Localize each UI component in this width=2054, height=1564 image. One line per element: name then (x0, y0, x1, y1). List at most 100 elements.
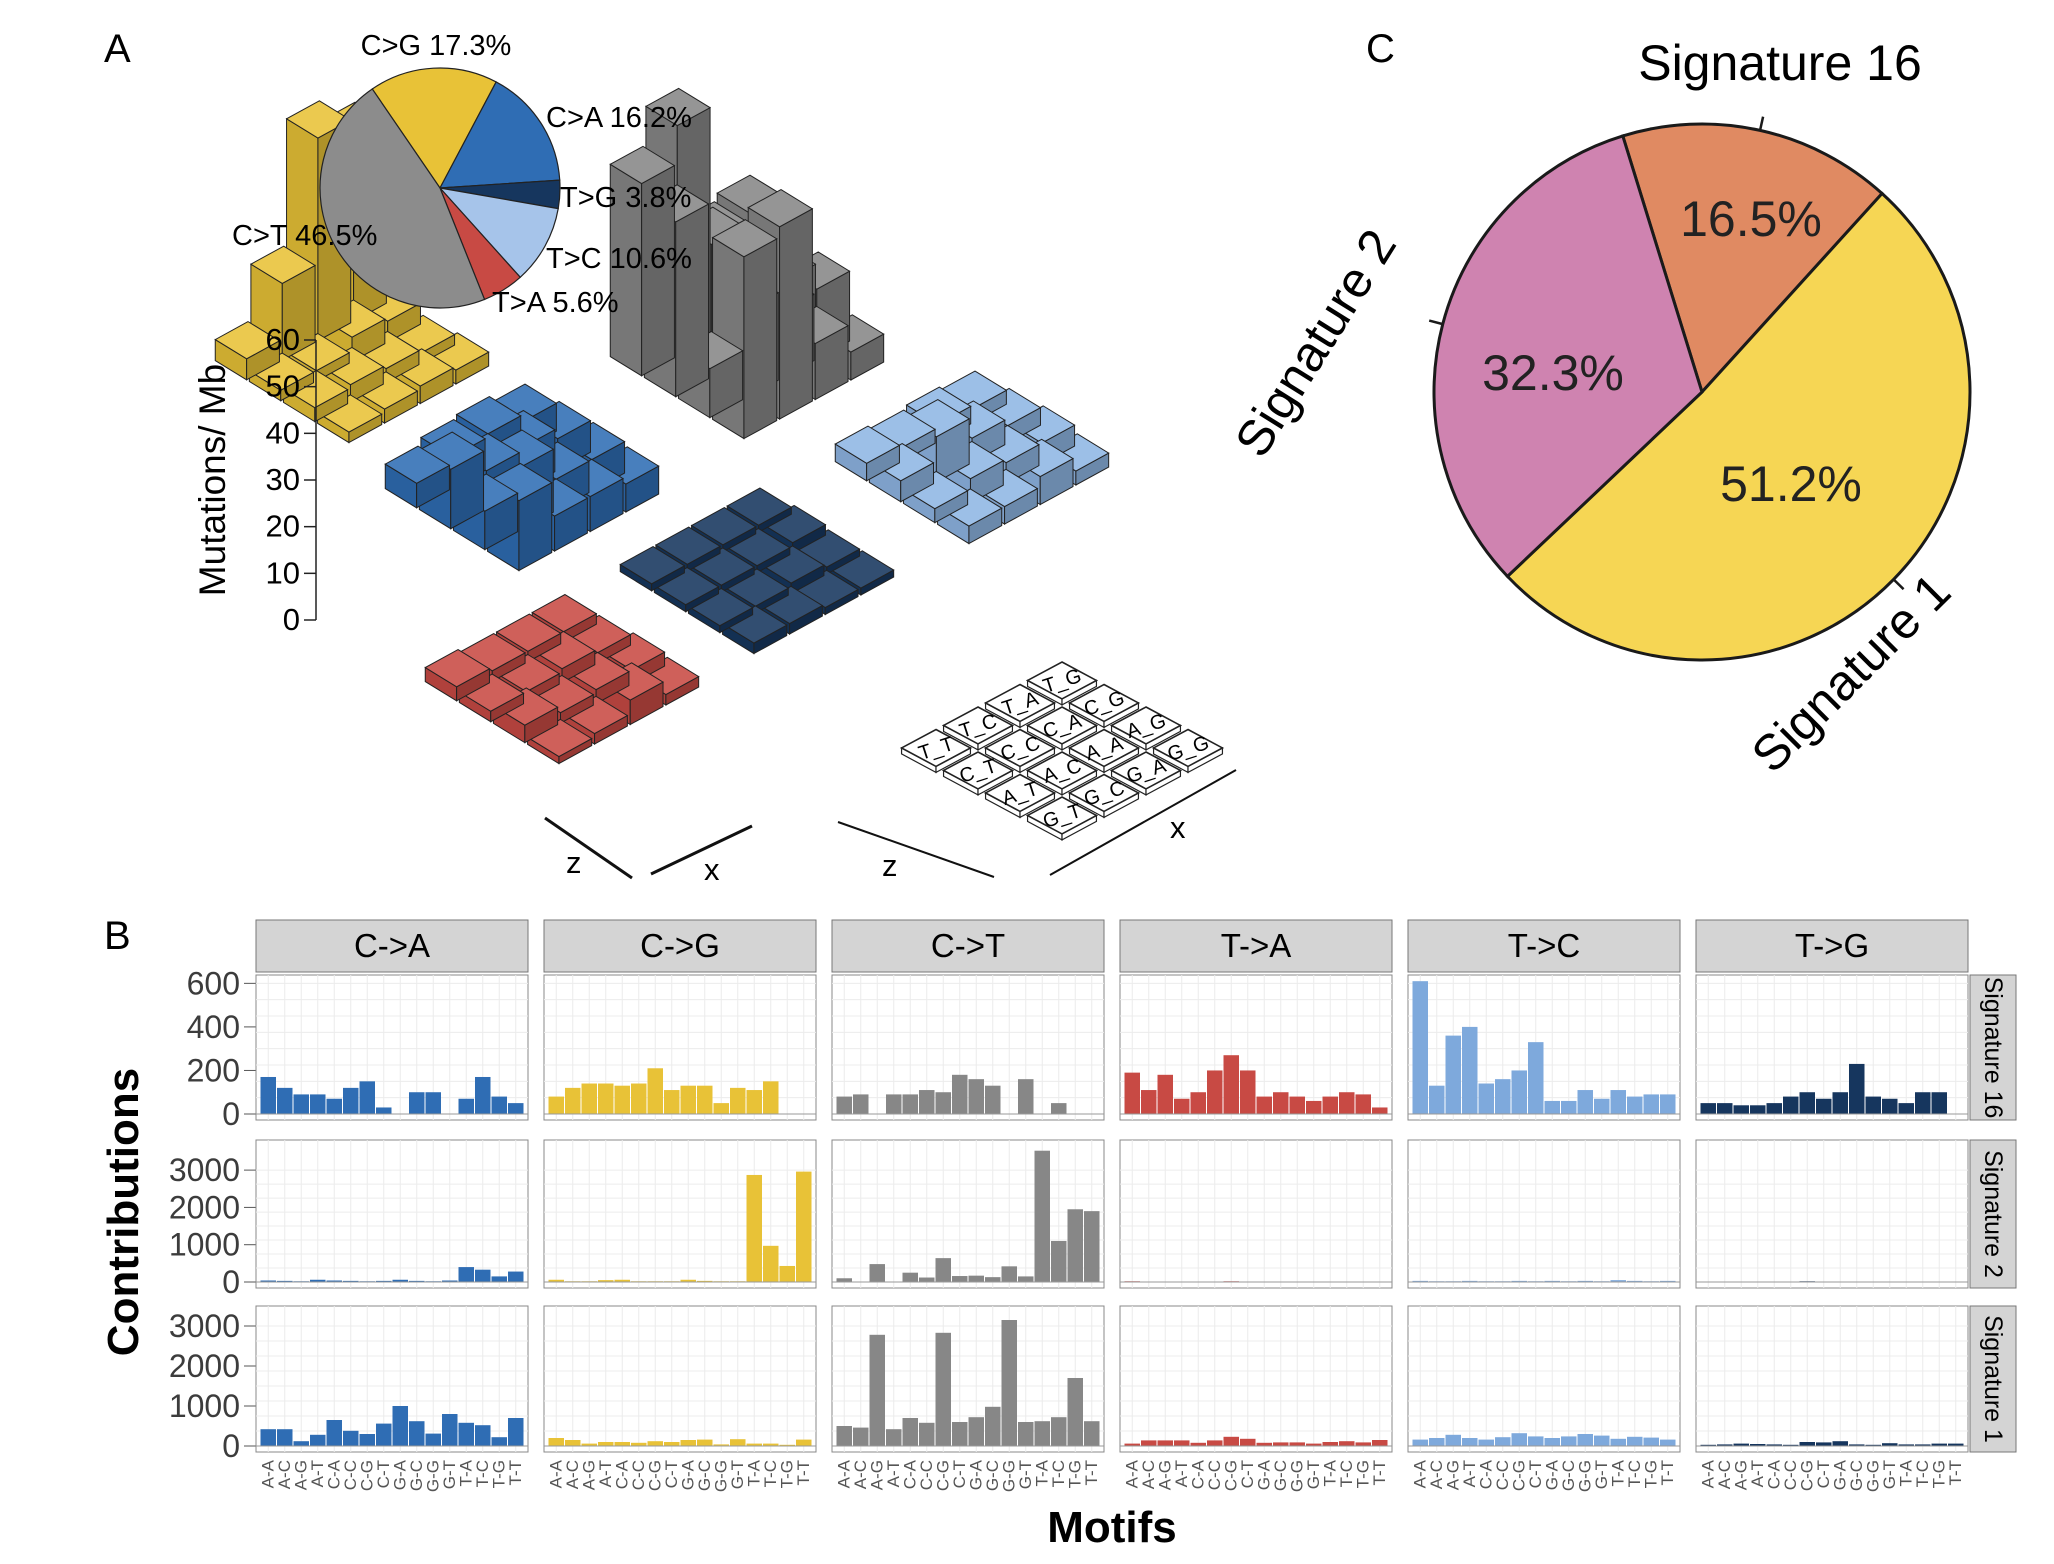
b-bar (968, 1275, 984, 1282)
facet-strip (255, 919, 529, 973)
b-motif-label: T-G (777, 1460, 796, 1488)
b-bar (475, 1269, 491, 1282)
b-bar (985, 1085, 1001, 1114)
context-tile: G_T (1025, 796, 1099, 841)
facet-panel (1695, 974, 1969, 1121)
b-bar (343, 1087, 359, 1114)
b-bar (1882, 1098, 1898, 1114)
b-motif-label: T-G (1065, 1460, 1084, 1488)
b-bar (1289, 1442, 1305, 1446)
b-motif-label: T-C (1337, 1460, 1356, 1487)
b-bar (1190, 1092, 1206, 1114)
facet-panel: A-AA-CA-GA-TC-AC-CC-GC-TG-AG-CG-GG-TT-AT… (255, 1305, 529, 1492)
facet-panel (831, 1139, 1105, 1289)
b-motif-label: A-C (1715, 1460, 1734, 1489)
b-motif-label: C-G (357, 1460, 376, 1491)
b-bar (1577, 1090, 1593, 1114)
b-bar (343, 1430, 359, 1446)
context-tile: G_A (1109, 751, 1183, 796)
b-bar (260, 1429, 276, 1446)
b-bar (919, 1422, 935, 1446)
b-motif-label: G-A (390, 1459, 409, 1490)
b-motif-label: T-T (506, 1460, 525, 1486)
b-motif-label: C-G (933, 1460, 952, 1491)
b-bar (746, 1174, 762, 1282)
facet-strip-label: C->T (931, 927, 1005, 964)
b-bar (763, 1081, 779, 1114)
pie-a-slice-label: C>A 16.2% (546, 102, 692, 134)
b-bar (376, 1280, 392, 1282)
pie-c-slice (1432, 134, 1704, 579)
b-motif-label: G-C (983, 1460, 1002, 1491)
b-bar (1124, 1072, 1140, 1114)
b-bar (680, 1085, 696, 1114)
pie-c-signature-name: Signature 16 (1638, 35, 1922, 91)
b-bar (1528, 1436, 1544, 1446)
a-y-tick-label: 20 (266, 509, 300, 544)
b-bar (1528, 1042, 1544, 1114)
b-motif-label: C-A (1764, 1459, 1783, 1489)
b-motif-label: A-C (851, 1460, 870, 1489)
pie-a-slice (438, 81, 561, 189)
b-bar (1067, 1209, 1083, 1282)
b-bar (1511, 1433, 1527, 1446)
b-bar (836, 1278, 852, 1282)
b-motif-label: G-G (711, 1460, 730, 1492)
b-bar (392, 1279, 408, 1282)
b-y-tick-label: 1000 (169, 1227, 240, 1263)
b-motif-label: T-A (1608, 1459, 1627, 1486)
pie-a-slice (371, 67, 497, 190)
b-motif-label: C-T (374, 1460, 393, 1488)
b-motif-label: G-G (1863, 1460, 1882, 1492)
b-motif-label: A-A (1122, 1459, 1141, 1488)
b-bar (886, 1429, 902, 1446)
pie-a-slice-label: C>T 46.5% (232, 220, 377, 252)
b-bar (1750, 1105, 1766, 1114)
context-tile: C_T (941, 751, 1015, 796)
b-bar (1141, 1440, 1157, 1446)
b-bar (1355, 1094, 1371, 1114)
b-bar (491, 1096, 507, 1114)
b-bar (1915, 1444, 1931, 1446)
b-bar (260, 1076, 276, 1114)
facet-strip-label: C->A (354, 927, 430, 964)
b-bar (277, 1087, 293, 1114)
facet-row-strip (1969, 1305, 2017, 1453)
b-bar (565, 1440, 581, 1446)
facet-row-strip-label: Signature 16 (1979, 977, 2007, 1119)
b-motif-label: A-T (1748, 1460, 1767, 1487)
b-bar (1561, 1436, 1577, 1446)
b-bar (697, 1280, 713, 1282)
panel-a-pie-chart: C>G 17.3% C>A 16.2% T>G 3.8% T>C 10.6% T>A 5… (232, 30, 692, 319)
b-bar (1898, 1103, 1914, 1114)
b-bar (631, 1083, 647, 1114)
context-tile: A_C (1025, 751, 1099, 796)
b-bar (1660, 1094, 1676, 1114)
b-bar (1643, 1437, 1659, 1446)
b-bar (409, 1092, 425, 1114)
b-motif-label: G-G (999, 1460, 1018, 1492)
b-bar (565, 1087, 581, 1114)
panel-letter-b: B (104, 914, 131, 958)
pie-c-slice (1620, 122, 1885, 395)
b-motif-label: A-A (258, 1459, 277, 1488)
b-bar (1462, 1280, 1478, 1282)
b-motif-label: G-A (1830, 1459, 1849, 1490)
b-bar (1577, 1280, 1593, 1282)
b-motif-label: A-G (1731, 1460, 1750, 1490)
b-bar (697, 1439, 713, 1446)
b-bar (548, 1096, 564, 1114)
b-motif-label: T-C (1049, 1460, 1068, 1487)
facet-strip (1119, 919, 1393, 973)
b-bar (1766, 1103, 1782, 1114)
panel-b-y-axis-title: Contributions (99, 1068, 148, 1356)
b-motif-label: A-G (579, 1460, 598, 1490)
b-motif-label: G-T (440, 1460, 459, 1489)
b-bar (1339, 1092, 1355, 1114)
b-motif-label: A-G (1443, 1460, 1462, 1490)
b-bar (1429, 1438, 1445, 1446)
b-bar (1544, 1280, 1560, 1282)
b-motif-label: G-G (1575, 1460, 1594, 1492)
b-bar (836, 1426, 852, 1446)
b-bar (310, 1279, 326, 1282)
